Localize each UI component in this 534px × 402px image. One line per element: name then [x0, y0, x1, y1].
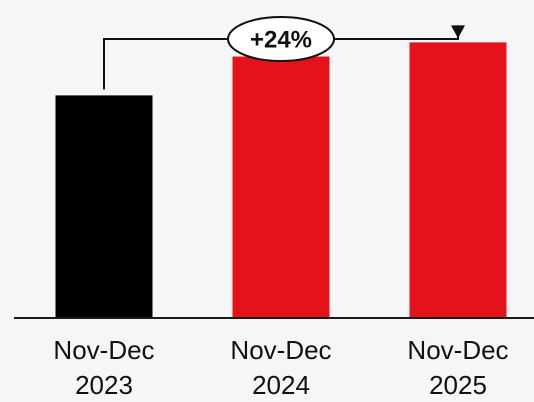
- x-tick-label-year: 2023: [75, 370, 133, 400]
- x-tick-label-period: Nov-Dec: [407, 335, 508, 365]
- category-labels: Nov-Dec 2023 Nov-Dec 2024 Nov-Dec 2025: [53, 335, 508, 400]
- growth-annotation: +24%: [103, 16, 465, 90]
- bar-nov-dec-2025: [409, 42, 507, 319]
- x-tick-label-period: Nov-Dec: [230, 335, 331, 365]
- growth-badge: [227, 16, 335, 62]
- x-tick-label: Nov-Dec 2024: [230, 335, 331, 400]
- growth-label: +24%: [250, 27, 312, 54]
- x-tick-label-year: 2025: [429, 370, 487, 400]
- x-tick-label-period: Nov-Dec: [53, 335, 154, 365]
- x-tick-label: Nov-Dec 2025: [407, 335, 508, 400]
- x-tick-label-year: 2024: [252, 370, 310, 400]
- growth-arrow-head: [451, 25, 465, 39]
- bar-nov-dec-2024: [232, 56, 330, 319]
- x-tick-label: Nov-Dec 2023: [53, 335, 154, 400]
- bar-nov-dec-2023: [55, 95, 153, 319]
- bars-group: [55, 42, 507, 319]
